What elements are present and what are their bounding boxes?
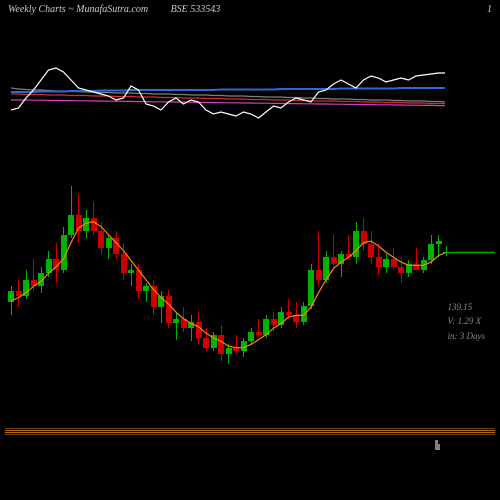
indicator-panel [5, 50, 445, 130]
ticker-label: BSE 533543 [171, 4, 221, 15]
right-num: 1 [487, 4, 492, 15]
candlestick-panel [5, 170, 495, 390]
chart-header: Weekly Charts ~ MunafaSutra.com BSE 5335… [8, 4, 492, 15]
site-label: MunafaSutra.com [76, 4, 148, 15]
separator: ~ [68, 4, 76, 15]
indicator-lines [5, 50, 445, 130]
bottom-band [5, 432, 495, 433]
volume-bar [437, 444, 440, 450]
bottom-band [5, 428, 495, 429]
bottom-band [5, 434, 495, 435]
moving-average-line [5, 170, 495, 390]
bottom-band [5, 430, 495, 431]
price-info-box: 139.15 V: 1.29 X in: 3 Days [448, 300, 486, 343]
days-value: in: 3 Days [448, 329, 486, 343]
volume-value: V: 1.29 X [448, 314, 486, 328]
volume-panel [5, 420, 495, 460]
title-label: Weekly Charts [8, 4, 66, 15]
price-value: 139.15 [448, 300, 486, 314]
